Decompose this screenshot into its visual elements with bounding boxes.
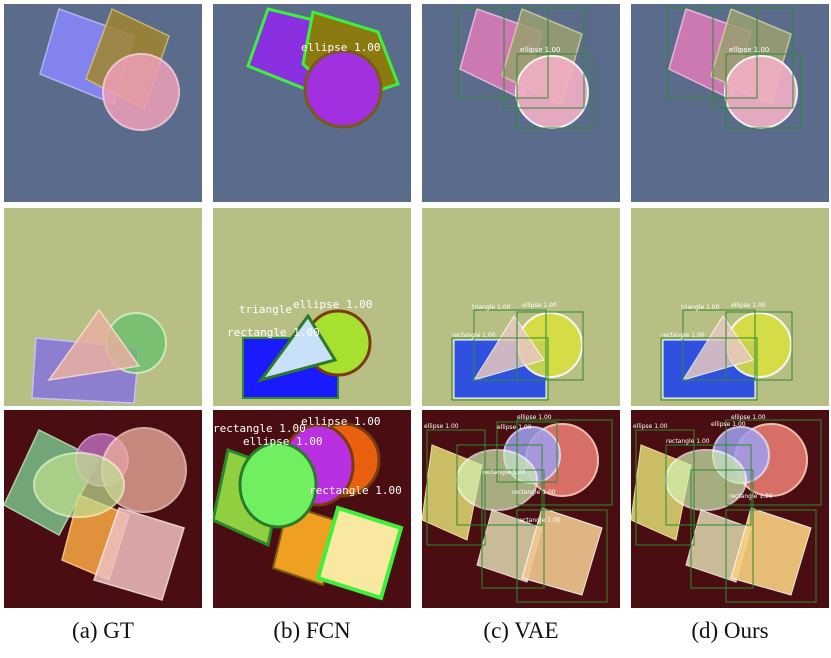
- caption-ours: (d) Ours: [691, 618, 769, 643]
- ours-row3-image: ellipse 1.00 rectangle 1.00 ellipse 1.00…: [631, 410, 829, 608]
- vae-row3-label-6: rectangle 1.00: [517, 517, 561, 524]
- ours-row2-label-ellipse: ellipse 1.00: [731, 302, 766, 309]
- ours-row2-label-triangle: triangle 1.00: [681, 304, 720, 311]
- vae-row3-label-4: rectangle 1.00: [512, 489, 556, 496]
- vae-row3-label-5: ellipse 1.00: [497, 424, 532, 431]
- ours-row3-label-2: rectangle 1.00: [666, 438, 710, 445]
- caption-gt: (a) GT: [72, 618, 134, 643]
- vae-row3-label-1: ellipse 1.00: [424, 423, 459, 430]
- ours-row2-label-rectangle: rectangle 1.00: [661, 332, 705, 339]
- fcn-row3-label-ellipse-1: ellipse 1.00: [301, 415, 380, 428]
- ours-row3-label-1: ellipse 1.00: [633, 423, 668, 430]
- vae-row2-label-triangle: triangle 1.00: [472, 304, 511, 311]
- ours-row3-label-5: rectangle 1.00: [729, 493, 773, 500]
- vae-row3-label-3: ellipse 1.00: [517, 414, 552, 421]
- fcn-row1-label: ellipse 1.00: [301, 41, 380, 54]
- fcn-row2-label-triangle: triangle: [239, 303, 292, 316]
- ours-row1-image: ellipse 1.00: [631, 4, 829, 202]
- vae-row2-image: triangle 1.00 ellipse 1.00 rectangle 1.0…: [422, 208, 620, 406]
- gt-row1-image: [4, 4, 202, 202]
- ours-row2-image: triangle 1.00 ellipse 1.00 rectangle 1.0…: [631, 208, 829, 406]
- vae-row1-label: ellipse 1.00: [520, 46, 560, 54]
- gt-row3-image: [4, 410, 202, 608]
- fcn-row3-label-rectangle-1: rectangle 1.00: [213, 422, 306, 435]
- ours-row1-label: ellipse 1.00: [729, 46, 769, 54]
- vae-row3-label-2: rectangle 1.00: [482, 469, 526, 476]
- fcn-row1-image: ellipse 1.00: [213, 4, 411, 202]
- fcn-row3-image: rectangle 1.00 ellipse 1.00 ellipse 1.00…: [213, 410, 411, 608]
- ours-row3-label-3: ellipse 1.00: [731, 414, 766, 421]
- vae-row2-label-rectangle: rectangle 1.00: [452, 332, 496, 339]
- fcn-row2-image: triangle ellipse 1.00 rectangle 1.00: [213, 208, 411, 406]
- fcn-row3-label-ellipse-2: ellipse 1.00: [243, 435, 322, 448]
- fcn-row2-label-ellipse: ellipse 1.00: [293, 298, 372, 311]
- fcn-row2-label-rectangle: rectangle 1.00: [227, 326, 320, 339]
- vae-row1-image: ellipse 1.00: [422, 4, 620, 202]
- fcn-row3-label-rectangle-2: rectangle 1.00: [309, 484, 402, 497]
- vae-row3-image: ellipse 1.00 rectangle 1.00 ellipse 1.00…: [422, 410, 620, 608]
- caption-vae: (c) VAE: [483, 618, 559, 643]
- gt-row2-image: [4, 208, 202, 406]
- caption-fcn: (b) FCN: [273, 618, 351, 643]
- ours-row3-label-4: ellipse 1.00: [711, 421, 746, 428]
- vae-row2-label-ellipse: ellipse 1.00: [522, 302, 557, 309]
